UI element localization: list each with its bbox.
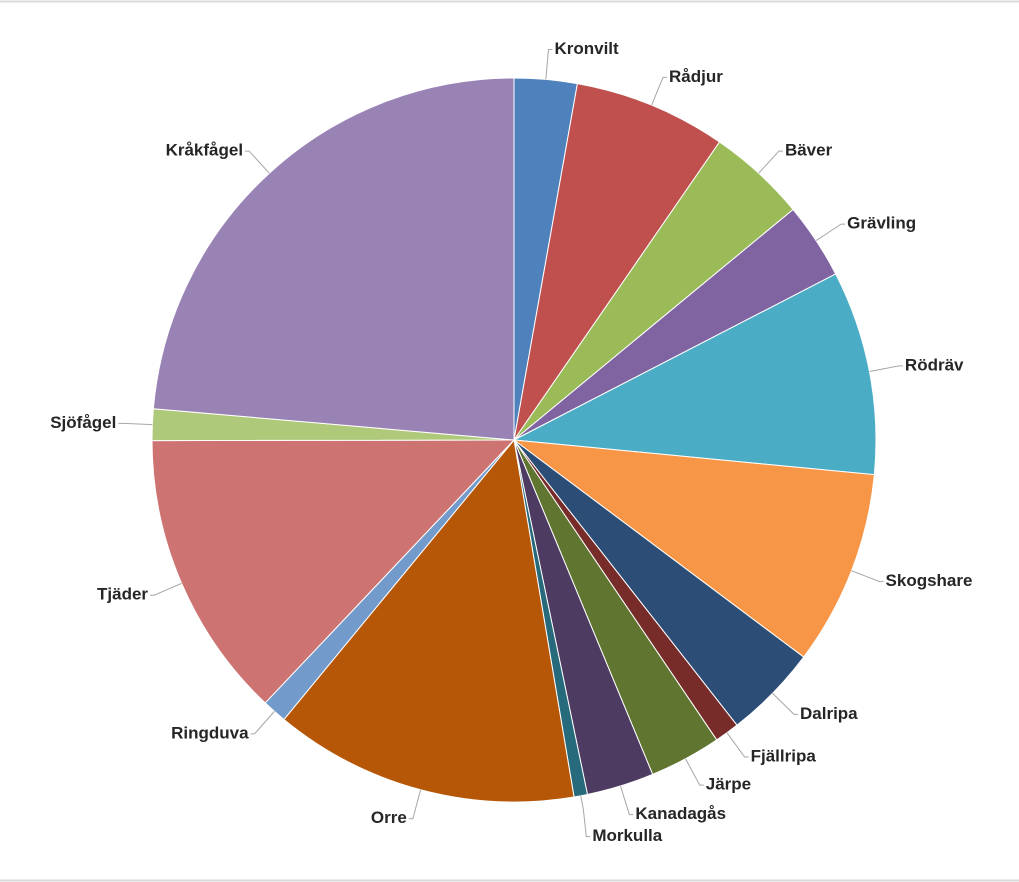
- slice-label: Bäver: [785, 141, 833, 160]
- slice-label: Dalripa: [800, 704, 858, 723]
- leader-line: [851, 570, 884, 583]
- slice-label: Morkulla: [592, 826, 662, 845]
- leader-line: [758, 150, 783, 174]
- leader-line: [685, 758, 704, 786]
- slice-label: Järpe: [706, 775, 751, 794]
- pie-slice: [513, 83, 721, 441]
- pie-slice: [512, 273, 877, 476]
- pie-slice: [152, 77, 515, 441]
- slice-label: Rödräv: [905, 355, 964, 374]
- leader-line: [580, 795, 591, 838]
- pie-slice: [512, 439, 875, 658]
- slice-label: Grävling: [847, 214, 916, 233]
- leader-line: [118, 422, 153, 426]
- slice-label: Kanadagås: [635, 804, 726, 823]
- leader-line: [869, 365, 903, 373]
- slice-label: Ringduva: [171, 723, 249, 742]
- leader-line: [815, 223, 846, 242]
- slice-label: Tjäder: [97, 585, 148, 604]
- leader-line: [545, 49, 553, 80]
- slice-label: Kronvilt: [554, 39, 619, 58]
- leader-line: [408, 789, 422, 820]
- slice-label: Skogshare: [886, 571, 973, 590]
- slice-label: Rådjur: [669, 67, 723, 86]
- pie-slice: [151, 439, 516, 704]
- leader-line: [726, 732, 749, 758]
- leader-line: [651, 76, 668, 106]
- leader-line: [245, 150, 270, 174]
- leader-line: [250, 711, 275, 735]
- slice-label: Fjällripa: [751, 746, 817, 765]
- leader-line: [772, 692, 799, 715]
- leader-line: [150, 582, 182, 596]
- slice-label: Kråkfågel: [166, 141, 243, 160]
- slice-label: Orre: [371, 808, 407, 827]
- leader-line: [620, 785, 634, 816]
- slice-label: Sjöfågel: [50, 413, 116, 432]
